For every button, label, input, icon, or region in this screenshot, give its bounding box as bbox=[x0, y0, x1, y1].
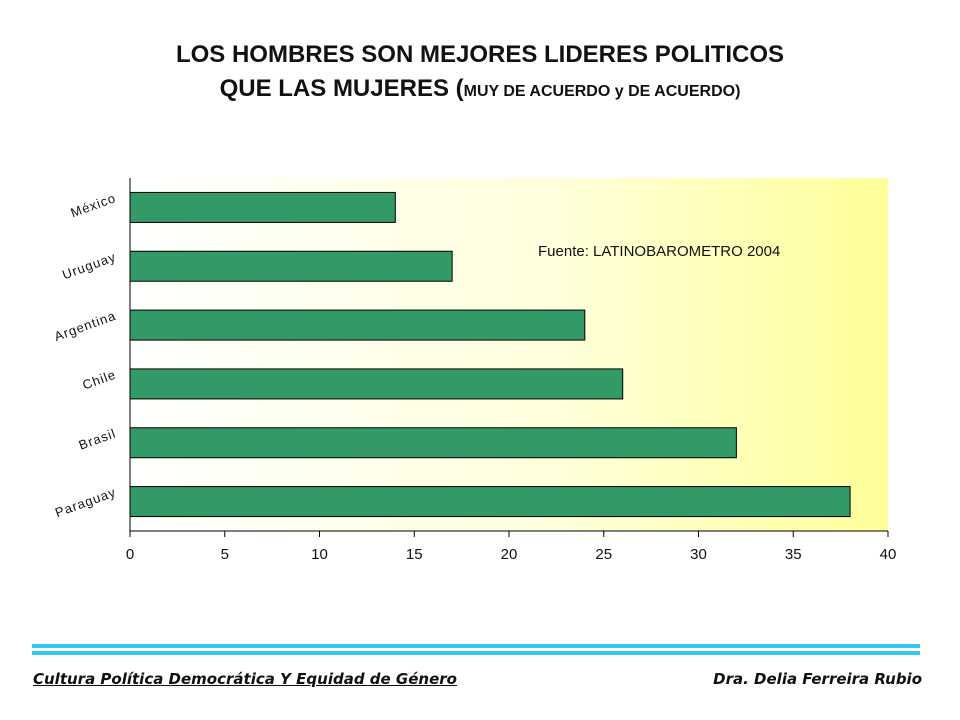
bar-uruguay bbox=[129, 250, 453, 282]
title-line-2: QUE LAS MUJERES (MUY DE ACUERDO y DE ACU… bbox=[0, 72, 960, 109]
bar-chart: México Uruguay Argentina Chile Brasil Paragua… bbox=[52, 178, 897, 563]
plot-area bbox=[130, 178, 888, 531]
x-tick-label: 15 bbox=[406, 546, 423, 563]
y-tick-label: México bbox=[69, 190, 118, 220]
y-tick-label: Paraguay bbox=[53, 484, 118, 520]
bar-méxico bbox=[129, 191, 396, 223]
bar-argentina bbox=[129, 309, 586, 341]
y-tick-label: Chile bbox=[80, 367, 118, 393]
bar-paraguay bbox=[129, 486, 851, 518]
title-line-2-main: QUE LAS MUJERES ( bbox=[219, 75, 464, 102]
x-tick-label: 5 bbox=[221, 546, 229, 563]
x-tick-label: 25 bbox=[595, 546, 612, 563]
x-tick-label: 40 bbox=[880, 546, 897, 563]
bar-chile bbox=[129, 368, 624, 400]
footer-divider bbox=[32, 644, 920, 658]
title-line-2-sub: MUY DE ACUERDO y DE ACUERDO) bbox=[463, 83, 741, 100]
x-tick-label: 0 bbox=[126, 546, 134, 563]
y-tick-label: Brasil bbox=[77, 425, 118, 452]
x-tick-label: 35 bbox=[785, 546, 802, 563]
title-line-1: LOS HOMBRES SON MEJORES LIDERES POLITICO… bbox=[175, 41, 785, 68]
bar-brasil bbox=[129, 427, 737, 459]
x-tick-label: 20 bbox=[501, 546, 518, 563]
x-tick-label: 30 bbox=[690, 546, 707, 563]
footer-course-title: Cultura Política Democrática Y Equidad d… bbox=[33, 670, 457, 688]
footer-author: Dra. Delia Ferreira Rubio bbox=[713, 670, 922, 688]
y-tick-label: Argentina bbox=[52, 308, 118, 344]
x-tick-label: 10 bbox=[311, 546, 328, 563]
chart-title: LOS HOMBRES SON MEJORES LIDERES POLITICO… bbox=[0, 38, 960, 109]
source-annotation: Fuente: LATINOBAROMETRO 2004 bbox=[538, 243, 780, 260]
y-tick-label: Uruguay bbox=[60, 249, 118, 282]
